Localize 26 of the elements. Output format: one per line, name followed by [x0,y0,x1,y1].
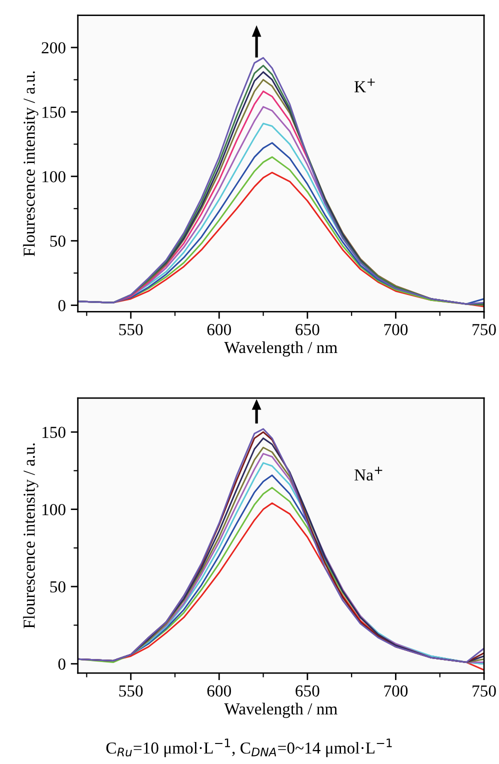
y-tick-label: 150 [42,106,66,118]
x-tick-label: 700 [384,685,408,697]
annotation: K$^{+}$ [354,78,375,92]
y-tick-label: 150 [42,426,66,438]
x-tick-label: 600 [207,324,231,336]
x-tick-label: 750 [472,685,496,697]
annotation: Na$^{+}$ [354,466,382,481]
y-tick-label: 50 [50,581,66,592]
x-axis-title: Wavelength / nm [224,341,338,357]
x-tick-label: 600 [207,685,231,697]
x-tick-label: 750 [472,324,496,336]
y-tick-label: 50 [50,236,66,247]
y-tick-label: 100 [42,504,66,516]
x-tick-label: 550 [119,685,143,697]
y-axis-title: Flourescence intensity / a.u. [23,71,38,256]
x-tick-label: 700 [384,324,408,336]
x-tick-label: 650 [296,324,320,336]
y-tick-label: 0 [58,300,66,312]
y-tick-label: 100 [42,171,66,182]
y-tick-label: 0 [58,658,66,670]
y-axis-title: Flourescence intensity / a.u. [23,443,38,628]
x-axis-title: Wavelength / nm [224,702,338,718]
text: C$_{Ru}$=10 μmol·L$^{−1}$, C$_{DNA}$=0~14 μmol·L$^{−1}$ [106,738,392,758]
x-tick-label: 550 [119,324,143,336]
y-tick-label: 200 [42,42,66,54]
x-tick-label: 650 [296,685,320,697]
